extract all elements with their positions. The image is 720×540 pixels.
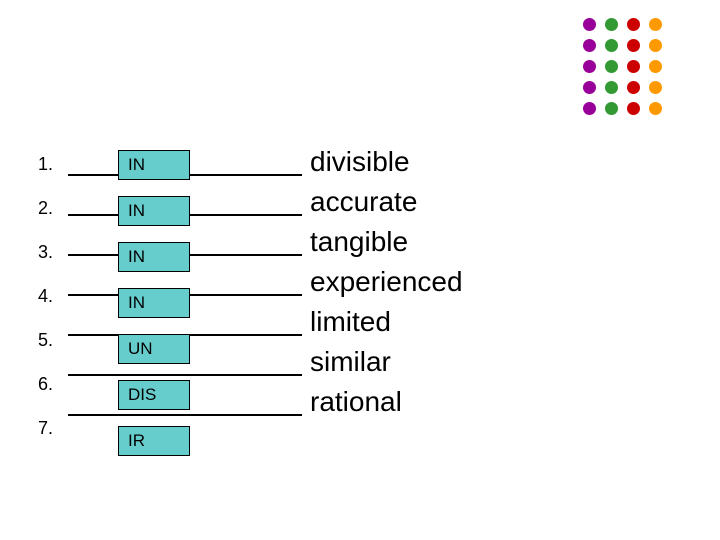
dot-icon bbox=[627, 60, 640, 73]
prefix-box: IN bbox=[118, 196, 190, 226]
item-number: 6. bbox=[38, 374, 53, 395]
dot-icon bbox=[627, 102, 640, 115]
blank-line bbox=[68, 414, 302, 416]
dot-icon bbox=[583, 39, 596, 52]
dot-icon bbox=[583, 18, 596, 31]
prefix-box: IN bbox=[118, 242, 190, 272]
prefix-box: DIS bbox=[118, 380, 190, 410]
dot-icon bbox=[605, 81, 618, 94]
prefix-box: IN bbox=[118, 288, 190, 318]
dot-icon bbox=[605, 60, 618, 73]
root-word: accurate bbox=[310, 186, 417, 218]
item-number: 7. bbox=[38, 418, 53, 439]
item-number: 4. bbox=[38, 286, 53, 307]
dot-icon bbox=[627, 81, 640, 94]
dot-icon bbox=[649, 81, 662, 94]
item-number: 5. bbox=[38, 330, 53, 351]
dot-icon bbox=[649, 39, 662, 52]
decorative-dots bbox=[583, 18, 662, 115]
prefix-box: UN bbox=[118, 334, 190, 364]
item-number: 2. bbox=[38, 198, 53, 219]
dot-icon bbox=[605, 39, 618, 52]
dot-icon bbox=[583, 81, 596, 94]
dot-icon bbox=[649, 18, 662, 31]
root-word: experienced bbox=[310, 266, 463, 298]
root-word: divisible bbox=[310, 146, 410, 178]
dot-icon bbox=[583, 102, 596, 115]
item-number: 1. bbox=[38, 154, 53, 175]
prefix-box: IR bbox=[118, 426, 190, 456]
root-word: similar bbox=[310, 346, 391, 378]
prefix-box: IN bbox=[118, 150, 190, 180]
dot-icon bbox=[649, 60, 662, 73]
item-number: 3. bbox=[38, 242, 53, 263]
root-word: limited bbox=[310, 306, 391, 338]
root-word: rational bbox=[310, 386, 402, 418]
dot-icon bbox=[605, 18, 618, 31]
dot-icon bbox=[583, 60, 596, 73]
dot-icon bbox=[627, 39, 640, 52]
dot-icon bbox=[627, 18, 640, 31]
blank-line bbox=[68, 374, 302, 376]
dot-icon bbox=[605, 102, 618, 115]
root-word: tangible bbox=[310, 226, 408, 258]
dot-icon bbox=[649, 102, 662, 115]
